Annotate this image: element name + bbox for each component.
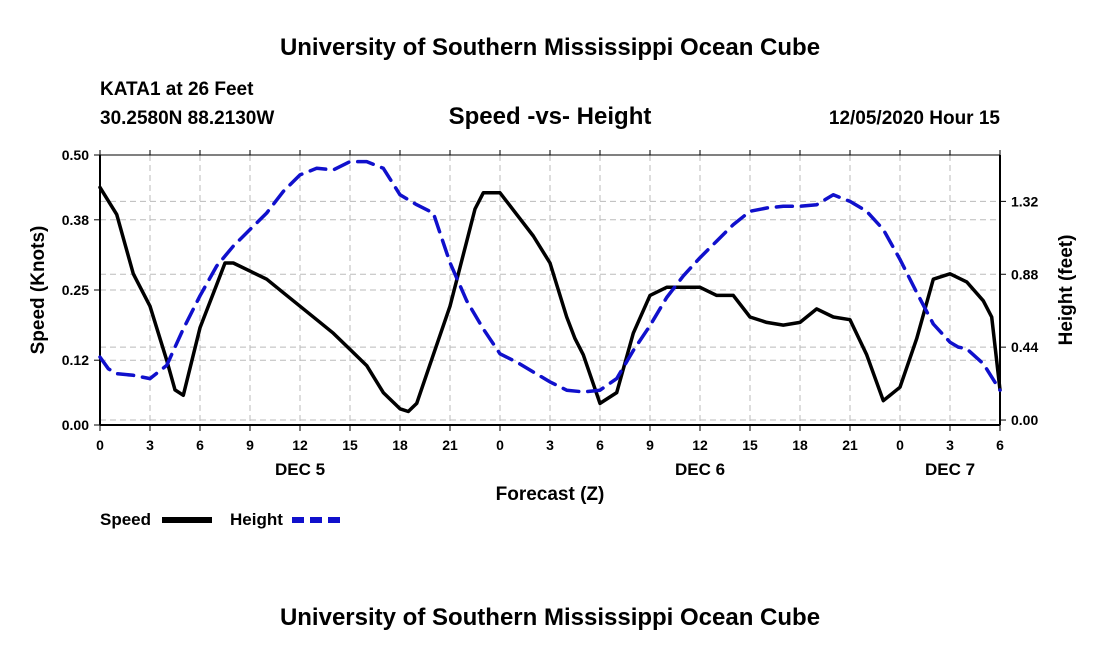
x-tick-label: 18 bbox=[792, 437, 808, 453]
x-tick-label: 15 bbox=[342, 437, 358, 453]
day-label: DEC 5 bbox=[275, 460, 325, 479]
x-axis-label: Forecast (Z) bbox=[496, 484, 605, 505]
x-tick-label: 3 bbox=[546, 437, 554, 453]
speed-series-line bbox=[98, 185, 1002, 414]
plot-series bbox=[98, 159, 1002, 414]
forecast-datetime: 12/05/2020 Hour 15 bbox=[829, 108, 1001, 129]
y-left-tick-label: 0.12 bbox=[62, 352, 89, 368]
y-left-tick-label: 0.50 bbox=[62, 147, 89, 163]
x-tick-label: 0 bbox=[896, 437, 904, 453]
x-tick-label: 9 bbox=[246, 437, 254, 453]
day-label: DEC 6 bbox=[675, 460, 725, 479]
y-axis-label-left: Speed (Knots) bbox=[28, 226, 49, 355]
x-tick-label: 6 bbox=[996, 437, 1004, 453]
x-tick-label: 6 bbox=[196, 437, 204, 453]
y-left-tick-label: 0.25 bbox=[62, 282, 89, 298]
station-label: KATA1 at 26 Feet bbox=[100, 79, 254, 100]
y-right-tick-label: 0.88 bbox=[1011, 266, 1038, 282]
x-tick-label: 9 bbox=[646, 437, 654, 453]
plot-grid bbox=[99, 154, 1001, 426]
y-left-tick-label: 0.00 bbox=[62, 417, 89, 433]
x-tick-label: 21 bbox=[842, 437, 858, 453]
legend-height-label: Height bbox=[230, 510, 283, 529]
x-tick-label: 12 bbox=[692, 437, 708, 453]
day-label: DEC 7 bbox=[925, 460, 975, 479]
page-title-bottom: University of Southern Mississippi Ocean… bbox=[280, 604, 820, 631]
x-tick-label: 6 bbox=[596, 437, 604, 453]
height-series-line bbox=[98, 159, 1002, 394]
station-coords: 30.2580N 88.2130W bbox=[100, 108, 274, 129]
legend-speed-label: Speed bbox=[100, 510, 151, 529]
y-left-tick-label: 0.38 bbox=[62, 212, 89, 228]
x-tick-label: 0 bbox=[96, 437, 104, 453]
axis-ticks: 0 3 6 9 12 15 18 21 0 3 6 9 12 15 18 21 0 3 6 0.00 0.12 0.25 0… bbox=[62, 147, 1039, 479]
page-title-top: University of Southern Mississippi Ocean… bbox=[280, 34, 820, 61]
x-tick-label: 18 bbox=[392, 437, 408, 453]
chart-title: Speed -vs- Height bbox=[449, 103, 652, 130]
y-right-tick-label: 1.32 bbox=[1011, 193, 1038, 209]
x-tick-label: 12 bbox=[292, 437, 308, 453]
x-tick-label: 15 bbox=[742, 437, 758, 453]
y-right-tick-label: 0.00 bbox=[1011, 412, 1038, 428]
y-right-tick-label: 0.44 bbox=[1011, 339, 1038, 355]
x-tick-label: 3 bbox=[146, 437, 154, 453]
x-tick-label: 0 bbox=[496, 437, 504, 453]
x-tick-label: 3 bbox=[946, 437, 954, 453]
x-tick-label: 21 bbox=[442, 437, 458, 453]
legend: Speed Height bbox=[100, 510, 342, 529]
y-axis-label-right: Height (feet) bbox=[1056, 235, 1077, 346]
